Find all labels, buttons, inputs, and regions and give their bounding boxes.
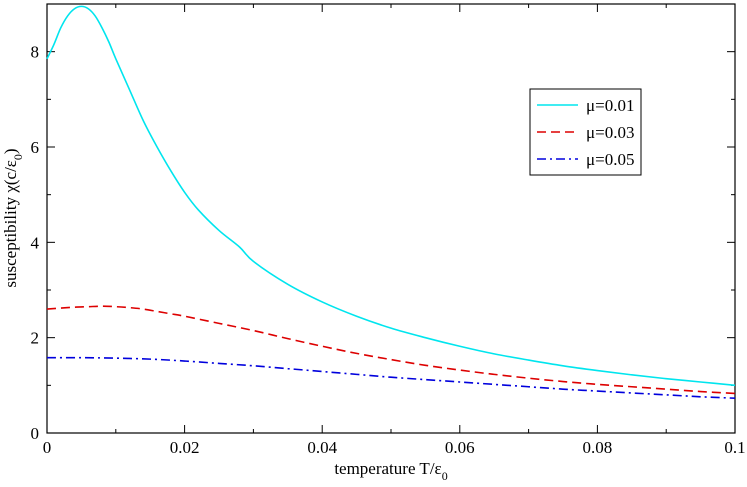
ticks-group: 0 0.02 0.04 0.06 0.08 0.1 0 2 4 6 8 bbox=[31, 4, 746, 457]
x-axis-label: temperature T/ε0 bbox=[334, 459, 447, 483]
series-group bbox=[46, 5, 736, 399]
legend-label-2: μ=0.03 bbox=[586, 123, 634, 142]
y-tick-label: 6 bbox=[31, 138, 40, 157]
y-axis-label-sub: 0 bbox=[11, 154, 25, 160]
y-tick-label: 8 bbox=[31, 43, 40, 62]
y-tick-label: 0 bbox=[31, 424, 40, 443]
legend-label-3: μ=0.05 bbox=[586, 150, 634, 169]
x-tick-label: 0.04 bbox=[307, 438, 337, 457]
series-line-2 bbox=[46, 305, 736, 395]
series-line-3 bbox=[46, 356, 736, 399]
x-tick-label: 0 bbox=[43, 438, 52, 457]
legend-items: μ=0.01 μ=0.03 μ=0.05 bbox=[537, 96, 634, 169]
legend-box bbox=[529, 88, 642, 176]
y-axis-label-tail: ) bbox=[1, 148, 20, 154]
x-tick-label: 0.1 bbox=[724, 438, 745, 457]
x-axis-label-main: temperature T/ε bbox=[334, 459, 441, 478]
x-tick-label: 0.02 bbox=[170, 438, 200, 457]
series-line-1 bbox=[46, 5, 736, 387]
legend-label-1: μ=0.01 bbox=[586, 96, 634, 115]
x-tick-label: 0.06 bbox=[445, 438, 475, 457]
y-axis-label-main: susceptibility χ(c/ε bbox=[1, 160, 20, 288]
x-axis-label-sub: 0 bbox=[442, 469, 448, 483]
y-tick-label: 4 bbox=[31, 233, 40, 252]
x-tick-label: 0.08 bbox=[583, 438, 613, 457]
y-tick-label: 2 bbox=[31, 329, 40, 348]
y-axis-label: susceptibility χ(c/ε0) bbox=[1, 148, 25, 287]
plot-frame bbox=[46, 3, 736, 434]
legend: μ=0.01 μ=0.03 μ=0.05 bbox=[529, 88, 642, 176]
